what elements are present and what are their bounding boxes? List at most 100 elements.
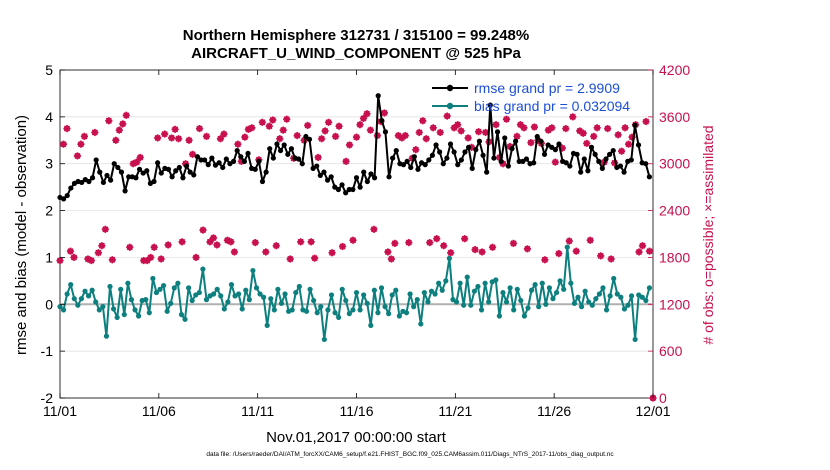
- bias-point: [396, 313, 402, 319]
- obs-star-stroke: [416, 129, 423, 136]
- obs-assimilated-marker: [635, 248, 643, 256]
- bias-point: [628, 293, 635, 299]
- bias-point: [514, 286, 520, 292]
- obs-assimilated-marker: [461, 235, 469, 243]
- rmse-point: [361, 169, 367, 175]
- obs-star-stroke: [552, 159, 559, 166]
- rmse-point: [108, 177, 114, 183]
- obs-assimilated-marker: [209, 234, 218, 242]
- obs-star-stroke: [196, 125, 203, 132]
- rmse-point: [350, 186, 356, 193]
- x-tick-label: 11/01: [43, 403, 77, 419]
- obs-assimilated-marker: [642, 117, 650, 126]
- bias-point: [421, 289, 427, 296]
- obs-star-stroke: [283, 116, 290, 123]
- obs-star-stroke: [74, 152, 81, 159]
- obs-star-stroke: [433, 235, 440, 242]
- bias-point: [146, 310, 152, 316]
- obs-assimilated-marker: [520, 124, 528, 132]
- obs-assimilated-marker: [569, 113, 577, 121]
- axis-ticks: 11/01 11/06 11/11 11/16 11/21 11/26 12/01 -2 -1 0…: [41, 62, 691, 419]
- bias-point: [171, 285, 177, 291]
- rmse-point: [379, 118, 385, 124]
- obs-assimilated-marker: [471, 246, 479, 254]
- bias-point: [564, 244, 570, 250]
- obs-assimilated-marker: [593, 124, 601, 132]
- obs-assimilated-marker: [101, 225, 109, 233]
- rmse-point: [494, 129, 501, 135]
- bias-point: [218, 293, 224, 299]
- bias-point: [303, 308, 310, 314]
- obs-star-stroke: [56, 257, 64, 264]
- bias-point: [110, 306, 117, 312]
- rmse-point: [100, 179, 106, 186]
- rmse-point: [256, 158, 262, 164]
- bias-point: [496, 313, 502, 319]
- legend-rmse-swatch-marker: [446, 84, 454, 92]
- bias-point: [250, 267, 256, 274]
- bias-point: [468, 302, 474, 308]
- bias-point: [318, 304, 324, 310]
- bias-point: [425, 299, 431, 305]
- bias-point: [157, 286, 163, 292]
- obs-assimilated-marker: [474, 128, 483, 136]
- obs-assimilated-marker: [126, 243, 134, 251]
- obs-assimilated-marker: [359, 114, 368, 123]
- rmse-point: [68, 185, 74, 191]
- rmse-point: [296, 156, 302, 162]
- bias-point: [371, 287, 377, 293]
- bias-point: [153, 289, 160, 296]
- bias-point: [528, 287, 535, 293]
- rmse-point: [563, 160, 569, 166]
- obs-star-stroke: [566, 237, 573, 245]
- bias-point: [257, 291, 263, 297]
- bias-point: [246, 297, 252, 303]
- obs-star-stroke: [241, 134, 248, 141]
- rmse-point: [588, 144, 595, 150]
- obs-star-stroke: [95, 249, 102, 256]
- obs-star-stroke: [597, 252, 604, 259]
- rmse-point: [632, 122, 638, 128]
- obs-assimilated-marker: [618, 147, 626, 155]
- rmse-point: [444, 155, 450, 161]
- bias-point: [500, 289, 506, 296]
- obs-assimilated-marker: [342, 157, 350, 165]
- rmse-point: [523, 156, 530, 162]
- bias-point: [264, 322, 270, 328]
- bias-point: [143, 297, 149, 303]
- obs-assimilated-marker: [328, 249, 336, 257]
- obs-star-stroke: [88, 257, 95, 264]
- obs-assimilated-marker: [583, 139, 591, 148]
- obs-assimilated-marker: [586, 236, 594, 244]
- obs-star-stroke: [458, 127, 465, 134]
- rmse-point: [610, 147, 616, 154]
- obs-assimilated-marker: [349, 236, 357, 244]
- bias-point: [418, 321, 424, 327]
- rmse-point: [209, 155, 215, 161]
- rmse-point: [245, 150, 251, 157]
- obs-assimilated-marker: [579, 129, 587, 137]
- obs-star-stroke: [419, 117, 426, 124]
- bias-point: [343, 297, 349, 304]
- rmse-point: [263, 169, 269, 175]
- rmse-point: [267, 146, 273, 152]
- obs-assimilated-marker: [98, 242, 106, 250]
- bias-point: [211, 291, 217, 297]
- bias-point: [364, 300, 370, 306]
- rmse-point: [382, 129, 389, 135]
- bias-point: [82, 288, 88, 294]
- rmse-point: [458, 157, 464, 163]
- rmse-point: [531, 160, 537, 166]
- obs-star-stroke: [63, 125, 71, 132]
- obs-star-stroke: [158, 255, 165, 263]
- obs-star-stroke: [492, 121, 500, 128]
- y-axis-label: rmse and bias (model - observation): [13, 115, 30, 355]
- bias-point: [346, 311, 352, 317]
- rmse-point: [104, 172, 110, 179]
- obs-star-stroke: [454, 121, 461, 128]
- bias-point: [475, 283, 481, 290]
- bias-point: [607, 293, 613, 299]
- rmse-point: [599, 165, 605, 171]
- obs-assimilated-marker: [63, 124, 71, 133]
- obs-assimilated-marker: [70, 253, 78, 262]
